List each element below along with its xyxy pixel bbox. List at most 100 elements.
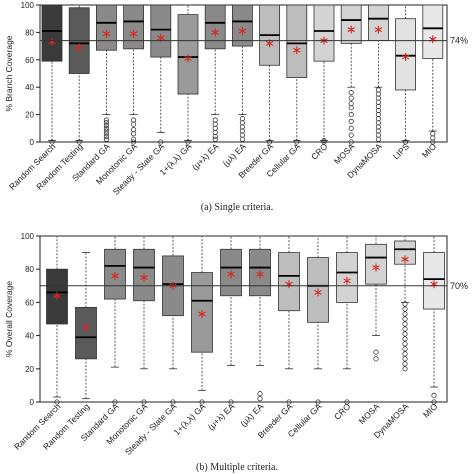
outlier-point: [375, 99, 381, 105]
box-7: [220, 235, 242, 405]
outlier-point: [212, 121, 218, 127]
reference-line-label: 70%: [450, 281, 468, 291]
outlier-point: [431, 392, 437, 398]
mean-marker: [53, 291, 61, 300]
box-body: [394, 240, 416, 265]
mean-marker: [401, 53, 410, 62]
box-13: [367, 4, 389, 142]
box-15: [422, 4, 444, 145]
box-14: [395, 4, 417, 145]
outlier-point: [402, 346, 408, 352]
box-body: [177, 14, 199, 95]
box-body: [422, 4, 444, 59]
y-tick-label: 60: [25, 56, 34, 65]
outlier-point: [321, 139, 327, 145]
y-tick-label: 40: [25, 83, 34, 92]
outlier-point: [212, 133, 218, 140]
mean-marker-stroke: [140, 275, 148, 280]
y-tick-label: 20: [25, 365, 34, 374]
mean-marker-stroke: [53, 293, 61, 299]
outlier-point: [375, 87, 381, 93]
outlier-point: [375, 136, 381, 142]
mean-marker: [374, 25, 383, 34]
y-tick-label: 80: [25, 265, 34, 274]
mean-marker-stroke: [184, 55, 192, 61]
outlier-point: [348, 139, 354, 145]
mean-marker-stroke: [102, 31, 111, 37]
box-body: [313, 4, 335, 62]
y-tick-label: 80: [25, 28, 34, 37]
mean-marker-stroke: [157, 35, 165, 41]
outlier-point: [103, 136, 109, 142]
outlier-point: [103, 123, 109, 129]
outlier-point: [403, 139, 409, 145]
box-12: [365, 235, 387, 362]
mean-marker: [184, 54, 192, 63]
x-category-label: CRO: [309, 141, 330, 162]
mean-marker: [102, 29, 111, 38]
outlier-point: [402, 341, 408, 347]
box-1: [46, 235, 68, 405]
outlier-point: [348, 101, 354, 107]
outlier-point: [131, 131, 137, 137]
y-tick-label: 40: [25, 332, 34, 341]
mean-marker: [372, 263, 380, 272]
box-body: [231, 4, 253, 47]
mean-marker: [82, 323, 90, 332]
outlier-point: [402, 336, 408, 342]
box-6: [177, 4, 199, 145]
box-2: [75, 252, 97, 400]
x-category-label: Steady - State GA: [123, 401, 179, 457]
outlier-point: [315, 399, 321, 405]
outlier-point: [348, 90, 354, 96]
box-9: [278, 235, 300, 405]
outlier-point: [131, 121, 137, 127]
mean-marker-stroke: [314, 289, 322, 295]
outlier-point: [76, 139, 82, 145]
outlier-point: [103, 128, 109, 134]
box-body: [96, 4, 117, 51]
outlier-point: [402, 316, 408, 322]
box-3: [104, 235, 126, 405]
outlier-point: [212, 129, 218, 135]
plot-frame: [39, 235, 448, 403]
box-1: [41, 4, 63, 145]
mean-marker: [347, 25, 355, 34]
mean-marker-stroke: [265, 40, 274, 46]
outlier-point: [402, 311, 408, 317]
outlier-point: [402, 366, 408, 372]
outlier-point: [402, 361, 408, 367]
outlier-point: [54, 399, 60, 405]
mean-marker-stroke: [347, 27, 355, 33]
outlier-point: [373, 356, 379, 362]
outlier-point: [239, 124, 245, 130]
outlier-point: [239, 132, 245, 138]
x-category-label: CRO: [332, 401, 353, 422]
x-category-label: LIPS: [391, 141, 411, 161]
box-12: [340, 4, 362, 145]
outlier-point: [103, 125, 109, 131]
mean-marker: [314, 288, 322, 297]
mean-marker-stroke: [75, 44, 83, 50]
x-category-label: (μ+λ) EA: [190, 141, 221, 172]
outlier-point: [375, 116, 381, 122]
box-8: [249, 235, 271, 402]
outlier-point: [199, 399, 205, 405]
box-body: [75, 306, 97, 360]
outlier-point: [375, 107, 381, 114]
x-category-label: Random Search: [7, 141, 58, 192]
box-13: [394, 235, 416, 372]
mean-marker-stroke: [256, 271, 264, 277]
box-14: [423, 235, 445, 405]
outlier-point: [348, 125, 354, 131]
outlier-point: [375, 128, 381, 134]
box-5: [150, 4, 172, 145]
outlier-point: [103, 117, 109, 123]
mean-marker: [129, 29, 138, 38]
outlier-point: [402, 301, 408, 307]
outlier-point: [430, 135, 436, 141]
outlier-point: [239, 128, 245, 134]
mean-marker-stroke: [401, 54, 410, 60]
